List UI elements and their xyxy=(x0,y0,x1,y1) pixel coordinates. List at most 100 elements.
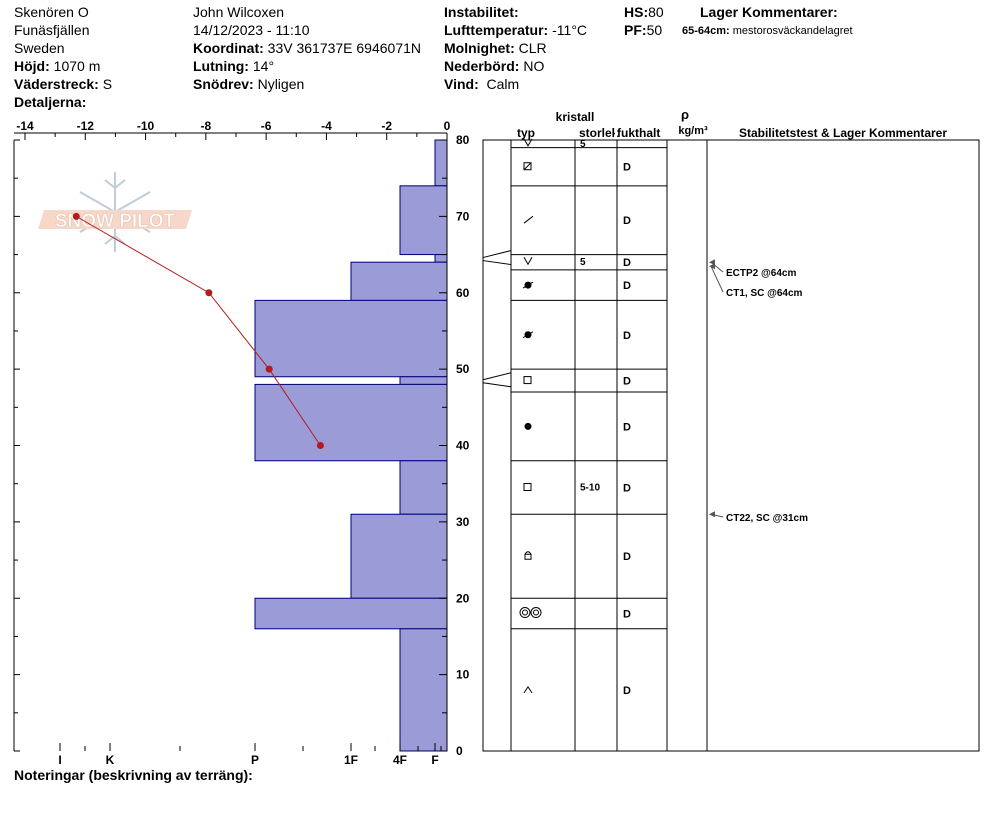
moisture-value: D xyxy=(623,257,631,269)
chart-axes: -14 -12 -10 -8 -6 -4 -2 0 0 10 20 30 40 50 60 70 80 I K P 1F… xyxy=(13,119,470,767)
temp-tick-label: -12 xyxy=(77,119,95,133)
grain-size: 5 xyxy=(580,139,586,150)
hardness-bar xyxy=(254,597,448,630)
temp-tick-label: -4 xyxy=(321,119,332,133)
hardness-bar xyxy=(434,254,448,263)
hardness-bar xyxy=(399,185,448,256)
area-name: Funäsfjällen xyxy=(14,22,90,38)
details-label: Detaljerna: xyxy=(14,94,87,110)
height-tick-label: 50 xyxy=(456,362,470,376)
header-location-block: Skenören O Funäsfjällen Sweden Höjd: 107… xyxy=(14,3,112,111)
terrain-notes-label: Noteringar (beskrivning av terräng): xyxy=(14,767,253,783)
hardness-bars xyxy=(254,139,448,752)
layer-row: 5 xyxy=(523,138,586,150)
temp-tick-label: -10 xyxy=(137,119,155,133)
header-hs-pf-block: HS:80 PF:50 xyxy=(624,3,664,39)
temperature-point xyxy=(265,365,273,373)
moisture-value: D xyxy=(623,280,631,292)
grain-icon xyxy=(524,422,532,430)
pf-value: 50 xyxy=(646,22,663,38)
temp-tick-label: 0 xyxy=(444,119,451,133)
hardness-tick-label: I xyxy=(58,753,61,767)
country-name: Sweden xyxy=(14,40,65,56)
hardness-bar xyxy=(399,628,448,752)
observer-name: John Wilcoxen xyxy=(193,4,285,20)
aspect-label: Väderstreck: xyxy=(14,76,99,92)
temp-tick-label: -14 xyxy=(16,119,34,133)
grain-icon-stroke xyxy=(523,162,532,171)
height-tick-label: 10 xyxy=(456,668,470,682)
hardness-bar xyxy=(254,299,448,378)
coord-value: 33V 361737E 6946071N xyxy=(267,40,422,56)
grain-size: 5-10 xyxy=(580,483,600,494)
airtemp-label: Lufttemperatur: xyxy=(444,22,549,38)
layer-comments-title-text: Lager Kommentarer: xyxy=(700,4,838,20)
terrain-notes: Noteringar (beskrivning av terräng): xyxy=(14,766,253,784)
hardness-bar xyxy=(254,383,448,462)
aspect-value: S xyxy=(102,76,113,92)
size-header: storlek xyxy=(579,126,619,140)
grain-icon xyxy=(530,607,542,619)
stability-arrowhead xyxy=(709,511,715,518)
wind-label: Vind: xyxy=(444,76,479,92)
height-tick-label: 60 xyxy=(456,286,470,300)
height-tick-label: 0 xyxy=(456,744,463,758)
hardness-bar xyxy=(434,139,448,187)
layer-row: D xyxy=(523,162,631,174)
interface-connector xyxy=(482,250,512,259)
wind-value: Calm xyxy=(486,76,520,92)
grain-icon xyxy=(523,162,532,171)
moisture-value: D xyxy=(623,421,631,433)
layer-comment-text: mestorosväckandelagret xyxy=(732,25,853,37)
height-tick-label: 70 xyxy=(456,209,470,223)
moisture-value: D xyxy=(623,330,631,342)
interface-connector xyxy=(482,372,512,381)
stability-arrowhead xyxy=(709,259,715,266)
stability-pointer xyxy=(710,265,724,293)
temperature-point xyxy=(205,289,213,297)
header-weather-block: Instabilitet: Lufttemperatur: -11°C Moln… xyxy=(444,3,587,93)
stability-header: Stabilitetstest & Lager Kommentarer xyxy=(739,126,947,140)
grain-icon xyxy=(519,607,531,619)
interface-connector xyxy=(482,260,512,266)
layer-row: D xyxy=(523,215,631,227)
grain-icon xyxy=(523,215,534,224)
moisture-value: D xyxy=(623,551,631,563)
slope-value: 14° xyxy=(252,58,275,74)
layer-row: D xyxy=(524,421,631,433)
density-unit-header: kg/m³ xyxy=(678,125,708,137)
moisture-value: D xyxy=(623,685,631,697)
stability-test-label: CT22, SC @31cm xyxy=(726,513,808,524)
drift-label: Snödrev: xyxy=(193,76,254,92)
hardness-tick-label: K xyxy=(106,753,115,767)
layer-comment-range: 65-64cm: xyxy=(682,25,730,37)
grain-icon-inner xyxy=(522,609,528,616)
observation-datetime: 14/12/2023 - 11:10 xyxy=(193,22,310,38)
hardness-tick-label: F xyxy=(431,753,438,767)
hardness-bar xyxy=(350,261,448,301)
grain-icon-stroke xyxy=(524,551,532,555)
precip-value: NO xyxy=(523,58,545,74)
grain-icon xyxy=(523,685,533,694)
stability-tests: ECTP2 @64cm CT1, SC @64cm CT22, SC @31cm xyxy=(709,259,808,524)
stability-test-label: CT1, SC @64cm xyxy=(726,288,803,299)
sky-value: CLR xyxy=(518,40,547,56)
stability-arrowhead xyxy=(709,263,715,270)
temperature-point xyxy=(72,212,80,220)
grain-icon-inner xyxy=(533,609,539,616)
location-name: Skenören O xyxy=(14,4,89,20)
layer-comments-title: Lager Kommentarer: xyxy=(700,3,838,21)
grain-size: 5 xyxy=(580,257,586,268)
layer-row: D xyxy=(522,280,631,292)
type-header: typ xyxy=(517,126,535,140)
elevation-label: Höjd: xyxy=(14,58,50,74)
coord-label: Koordinat: xyxy=(193,40,264,56)
header-observer-block: John Wilcoxen 14/12/2023 - 11:10 Koordin… xyxy=(193,3,421,93)
layer-comment-entry: 65-64cm: mestorosväckandelagret xyxy=(682,22,853,40)
crystal-header: kristall xyxy=(556,110,595,124)
hs-value: 80 xyxy=(648,4,664,20)
drift-value: Nyligen xyxy=(257,76,305,92)
